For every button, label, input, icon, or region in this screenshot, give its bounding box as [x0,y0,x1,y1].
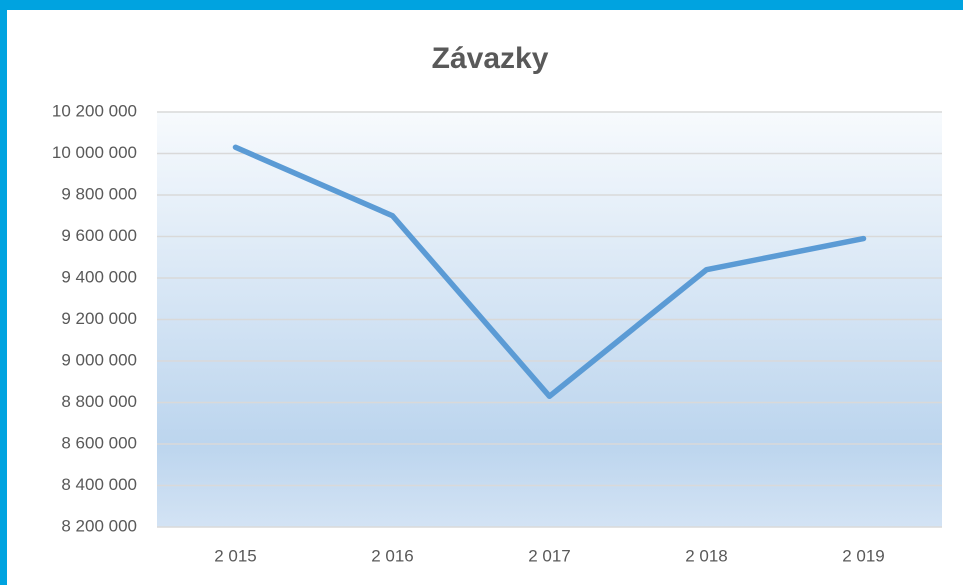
y-tick-label: 8 600 000 [61,433,137,452]
x-tick-label: 2 016 [371,546,414,565]
y-tick-label: 9 600 000 [61,226,137,245]
y-tick-label: 8 400 000 [61,475,137,494]
line-series [232,144,867,400]
y-tick-label: 9 800 000 [61,184,137,203]
x-tick-label: 2 018 [685,546,728,565]
y-tick-label: 10 200 000 [52,101,137,120]
y-tick-label: 9 400 000 [61,267,137,286]
y-tick-label: 10 000 000 [52,143,137,162]
x-tick-label: 2 015 [214,546,257,565]
y-tick-label: 9 200 000 [61,309,137,328]
x-tick-label: 2 017 [528,546,571,565]
y-tick-label: 9 000 000 [61,350,137,369]
y-tick-label: 8 200 000 [61,516,137,535]
frame-top [0,0,963,10]
y-tick-label: 8 800 000 [61,392,137,411]
chart-title: Závazky [432,42,549,75]
x-tick-label: 2 019 [842,546,885,565]
frame-left [0,0,7,585]
